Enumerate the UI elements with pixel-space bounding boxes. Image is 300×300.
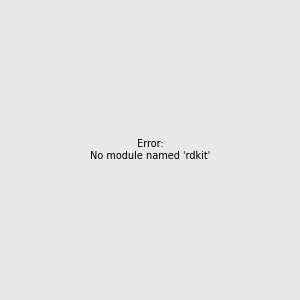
Text: Error:
No module named 'rdkit': Error: No module named 'rdkit' <box>90 139 210 161</box>
